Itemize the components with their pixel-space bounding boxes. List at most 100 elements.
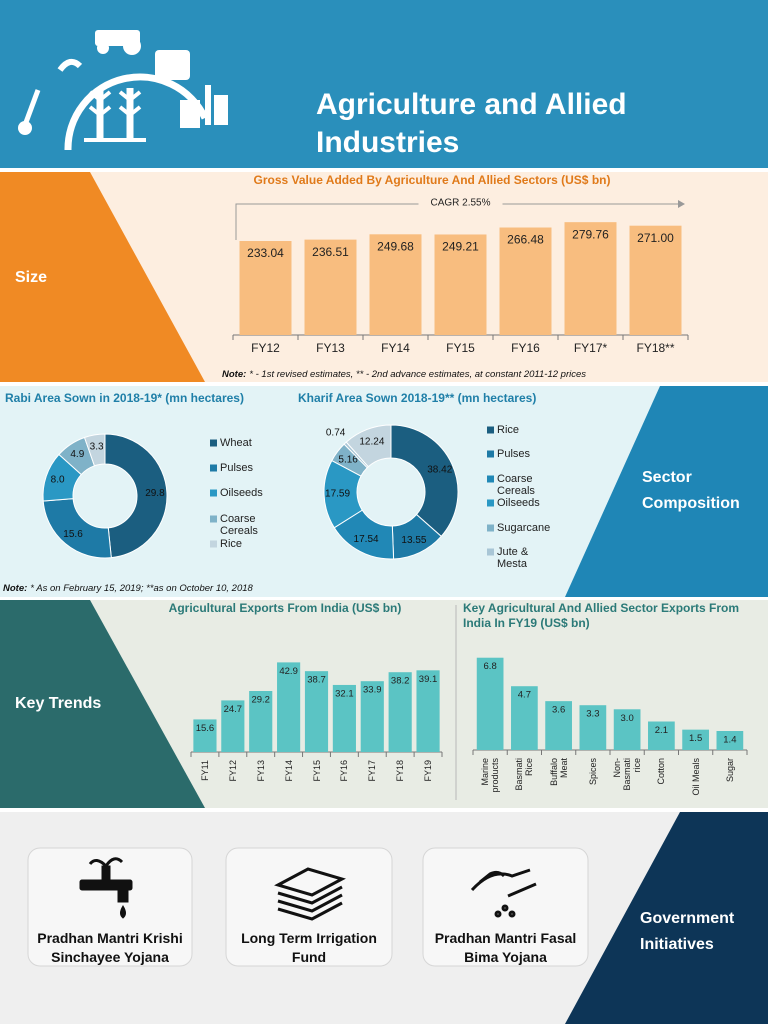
bar bbox=[193, 719, 217, 752]
chart-title: Agricultural Exports From India (US$ bn) bbox=[168, 601, 402, 615]
value-label: 3.6 bbox=[552, 705, 565, 716]
bar bbox=[579, 705, 607, 750]
chart-title: Rabi Area Sown in 2018-19* (mn hectares) bbox=[5, 391, 244, 405]
bar bbox=[564, 222, 617, 335]
x-tick-label: FY18** bbox=[636, 341, 674, 355]
value-label: 271.00 bbox=[637, 231, 674, 245]
bar bbox=[221, 700, 245, 752]
x-tick-label: FY15 bbox=[311, 760, 322, 782]
legend-label: Pulses bbox=[220, 462, 254, 474]
note-text: * As on February 15, 2019; **as on Octob… bbox=[30, 583, 253, 594]
legend-label: Wheat bbox=[220, 437, 252, 449]
note: Note: * - 1st revised estimates, ** - 2nd… bbox=[222, 369, 586, 380]
bar bbox=[360, 681, 384, 752]
value-label: 38.42 bbox=[427, 465, 452, 476]
page-title: Agriculture and Allied Industries bbox=[316, 88, 627, 159]
header-icon bbox=[22, 58, 209, 151]
initiative-icon bbox=[470, 868, 537, 918]
trends-band bbox=[0, 600, 205, 808]
bar bbox=[476, 657, 504, 750]
legend-marker bbox=[210, 439, 217, 447]
value-label: 249.68 bbox=[377, 239, 414, 253]
value-label: 249.21 bbox=[442, 240, 479, 254]
value-label: 5.16 bbox=[338, 455, 358, 466]
value-label: 12.24 bbox=[359, 437, 384, 448]
annotation: CAGR 2.55% bbox=[430, 198, 490, 209]
legend-marker bbox=[210, 515, 217, 523]
legend-label: Coarse Cereals bbox=[220, 513, 258, 537]
section-label: Size bbox=[15, 269, 48, 286]
value-label: 38.2 bbox=[391, 676, 410, 687]
sector-band bbox=[565, 386, 768, 597]
value-label: 29.8 bbox=[145, 488, 165, 499]
donut-slice bbox=[345, 424, 392, 468]
initiative-name: Long Term Irrigation Fund bbox=[241, 930, 377, 965]
value-label: 2.1 bbox=[655, 725, 668, 736]
legend-marker bbox=[210, 464, 217, 472]
bar bbox=[277, 662, 301, 752]
chart-title: Gross Value Added By Agriculture And All… bbox=[253, 173, 611, 187]
bar bbox=[416, 670, 440, 752]
bar bbox=[332, 684, 356, 752]
note-label: Note: bbox=[222, 369, 246, 380]
value-label: 3.0 bbox=[621, 713, 634, 724]
initiative-card bbox=[225, 847, 393, 967]
initiative-card bbox=[27, 847, 193, 967]
bar bbox=[239, 241, 292, 335]
bar bbox=[249, 691, 273, 752]
x-tick-label: Sugar bbox=[724, 758, 735, 783]
value-label: 236.51 bbox=[312, 245, 349, 259]
note-text: * - 1st revised estimates, ** - 2nd adva… bbox=[249, 369, 586, 380]
donut-slice bbox=[390, 424, 459, 538]
donut-slice bbox=[104, 433, 168, 559]
x-tick-label: Non-Basmati rice bbox=[612, 758, 643, 791]
annotation-arrow bbox=[235, 203, 678, 240]
x-tick-label: FY14 bbox=[283, 760, 294, 782]
value-label: 33.9 bbox=[363, 685, 382, 696]
bar bbox=[499, 227, 552, 335]
legend-label: Jute & Mesta bbox=[497, 546, 529, 570]
value-label: 42.9 bbox=[279, 666, 298, 677]
bar bbox=[716, 731, 744, 750]
legend-label: Oilseeds bbox=[497, 497, 540, 509]
annotation-arrowhead bbox=[678, 200, 685, 208]
value-label: 6.8 bbox=[484, 661, 497, 672]
value-label: 1.5 bbox=[689, 733, 702, 744]
legend-label: Sugarcane bbox=[497, 522, 551, 534]
x-tick-label: Basmati Rice bbox=[514, 758, 535, 791]
x-tick-label: FY11 bbox=[199, 760, 210, 781]
x-tick-label: FY17* bbox=[574, 341, 608, 355]
value-label: 233.04 bbox=[247, 246, 284, 260]
value-label: 1.4 bbox=[723, 735, 736, 746]
chart-title: Key Agricultural And Allied Sector Expor… bbox=[463, 601, 740, 630]
x-tick-label: FY13 bbox=[316, 341, 345, 355]
donut-slice bbox=[42, 498, 112, 559]
initiative-name: Pradhan Mantri Fasal Bima Yojana bbox=[434, 930, 577, 965]
bar bbox=[388, 672, 412, 752]
value-label: 3.3 bbox=[586, 709, 599, 720]
value-label: 15.6 bbox=[63, 529, 83, 540]
value-label: 29.2 bbox=[251, 695, 270, 706]
value-label: 279.76 bbox=[572, 227, 609, 241]
x-tick-label: FY16 bbox=[511, 341, 540, 355]
x-tick-label: Marine products bbox=[480, 758, 501, 793]
legend-marker bbox=[487, 475, 494, 483]
section-label: Key Trends bbox=[15, 695, 102, 712]
note-label: Note: bbox=[3, 583, 27, 594]
legend-marker bbox=[487, 426, 494, 434]
value-label: 4.9 bbox=[70, 449, 84, 460]
legend-marker bbox=[210, 540, 217, 548]
x-tick-label: FY13 bbox=[255, 760, 266, 782]
value-label: 32.1 bbox=[335, 688, 354, 699]
bar bbox=[629, 225, 682, 335]
bar bbox=[648, 721, 675, 750]
bar bbox=[369, 234, 422, 335]
value-label: 17.59 bbox=[325, 489, 350, 500]
legend-label: Rice bbox=[497, 424, 520, 436]
value-label: 13.55 bbox=[401, 535, 426, 546]
legend-label: Coarse Cereals bbox=[497, 473, 535, 497]
section-label: Sector Composition bbox=[642, 469, 740, 512]
legend-marker bbox=[487, 524, 494, 532]
annotation-box bbox=[418, 195, 503, 211]
